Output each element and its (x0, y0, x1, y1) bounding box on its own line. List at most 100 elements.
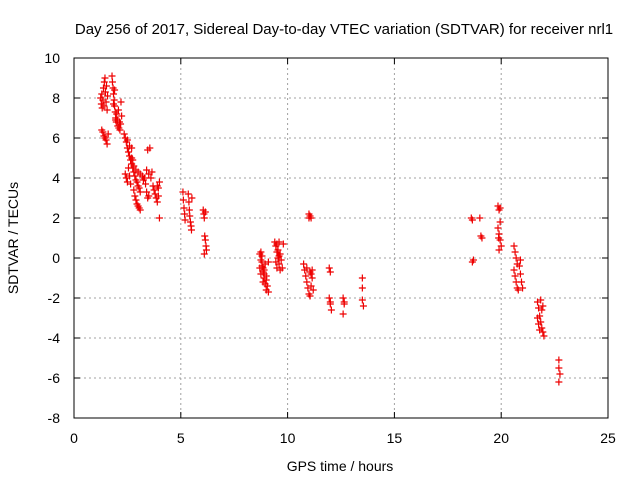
data-point (201, 232, 209, 240)
data-point (201, 236, 209, 244)
y-tick-label: 10 (44, 50, 60, 66)
grid-lines (74, 58, 608, 418)
data-point (147, 174, 155, 182)
data-point (121, 170, 129, 178)
data-point (496, 218, 504, 226)
y-tick-label: 6 (52, 130, 60, 146)
data-point (123, 136, 131, 144)
y-tick-label: 8 (52, 90, 60, 106)
data-point (143, 188, 151, 196)
data-point (274, 246, 282, 254)
data-point (101, 74, 109, 82)
data-point (180, 204, 188, 212)
data-point (108, 72, 116, 80)
data-point (262, 272, 270, 280)
chart-title: Day 256 of 2017, Sidereal Day-to-day VTE… (75, 21, 613, 38)
data-point (305, 214, 313, 222)
data-point (476, 214, 484, 222)
data-point (99, 128, 107, 136)
data-point (104, 130, 112, 138)
data-point (127, 180, 135, 188)
data-point (103, 140, 111, 148)
data-point (259, 278, 267, 286)
data-point (358, 284, 366, 292)
data-point (104, 92, 112, 100)
data-point (98, 90, 106, 98)
data-point (494, 224, 502, 232)
data-point (142, 180, 150, 188)
data-point (179, 196, 187, 204)
data-point (120, 130, 128, 138)
data-point (340, 298, 348, 306)
data-point (540, 332, 548, 340)
y-tick-label: -4 (48, 330, 61, 346)
data-point (327, 306, 335, 314)
data-point (309, 286, 317, 294)
data-point (535, 320, 543, 328)
data-point (517, 278, 525, 286)
data-point (136, 188, 144, 196)
y-tick-label: 4 (52, 170, 60, 186)
data-point (555, 356, 563, 364)
data-point (300, 260, 308, 268)
y-tick-label: -2 (48, 290, 61, 306)
data-point (537, 296, 545, 304)
data-point (519, 284, 527, 292)
data-point (326, 298, 334, 306)
data-point (118, 112, 126, 120)
data-point (308, 274, 316, 282)
data-point (536, 326, 544, 334)
data-point (154, 192, 162, 200)
data-point (155, 214, 163, 222)
data-point (515, 262, 523, 270)
data-point (102, 136, 110, 144)
data-point (150, 186, 158, 194)
axis-ticks (73, 57, 609, 419)
data-point (128, 154, 136, 162)
data-point (277, 256, 285, 264)
data-point (303, 278, 311, 286)
data-point (273, 264, 281, 272)
y-tick-label: -8 (48, 410, 61, 426)
data-point (112, 116, 120, 124)
data-point (179, 188, 187, 196)
data-point (145, 192, 153, 200)
y-tick-label: -6 (48, 370, 61, 386)
data-point (256, 264, 264, 272)
data-point (102, 98, 110, 106)
data-point (516, 256, 524, 264)
data-point (130, 186, 138, 194)
data-point (257, 270, 265, 278)
data-point (302, 272, 310, 280)
x-tick-label: 20 (493, 430, 509, 446)
data-point (272, 258, 280, 266)
data-point (511, 248, 519, 256)
data-point (124, 164, 132, 172)
data-point (497, 242, 505, 250)
data-point (201, 208, 209, 216)
data-point (130, 162, 138, 170)
data-point (512, 254, 520, 262)
data-point (113, 110, 121, 118)
data-point (325, 264, 333, 272)
data-point (264, 288, 272, 296)
data-point (101, 88, 109, 96)
data-point (555, 364, 563, 372)
data-point (116, 126, 124, 134)
data-point (181, 216, 189, 224)
data-point (140, 174, 148, 182)
data-point (510, 266, 518, 274)
x-tick-label: 0 (70, 430, 78, 446)
data-point (111, 86, 119, 94)
data-point (200, 250, 208, 258)
data-point (188, 194, 196, 202)
data-point (307, 282, 315, 290)
y-tick-labels: -8 -6 -4 -2 0 2 4 6 8 10 (44, 50, 60, 426)
data-point (132, 196, 140, 204)
data-point (148, 168, 156, 176)
data-point (260, 266, 268, 274)
data-point (325, 294, 333, 302)
data-point (103, 106, 111, 114)
data-point (136, 206, 144, 214)
